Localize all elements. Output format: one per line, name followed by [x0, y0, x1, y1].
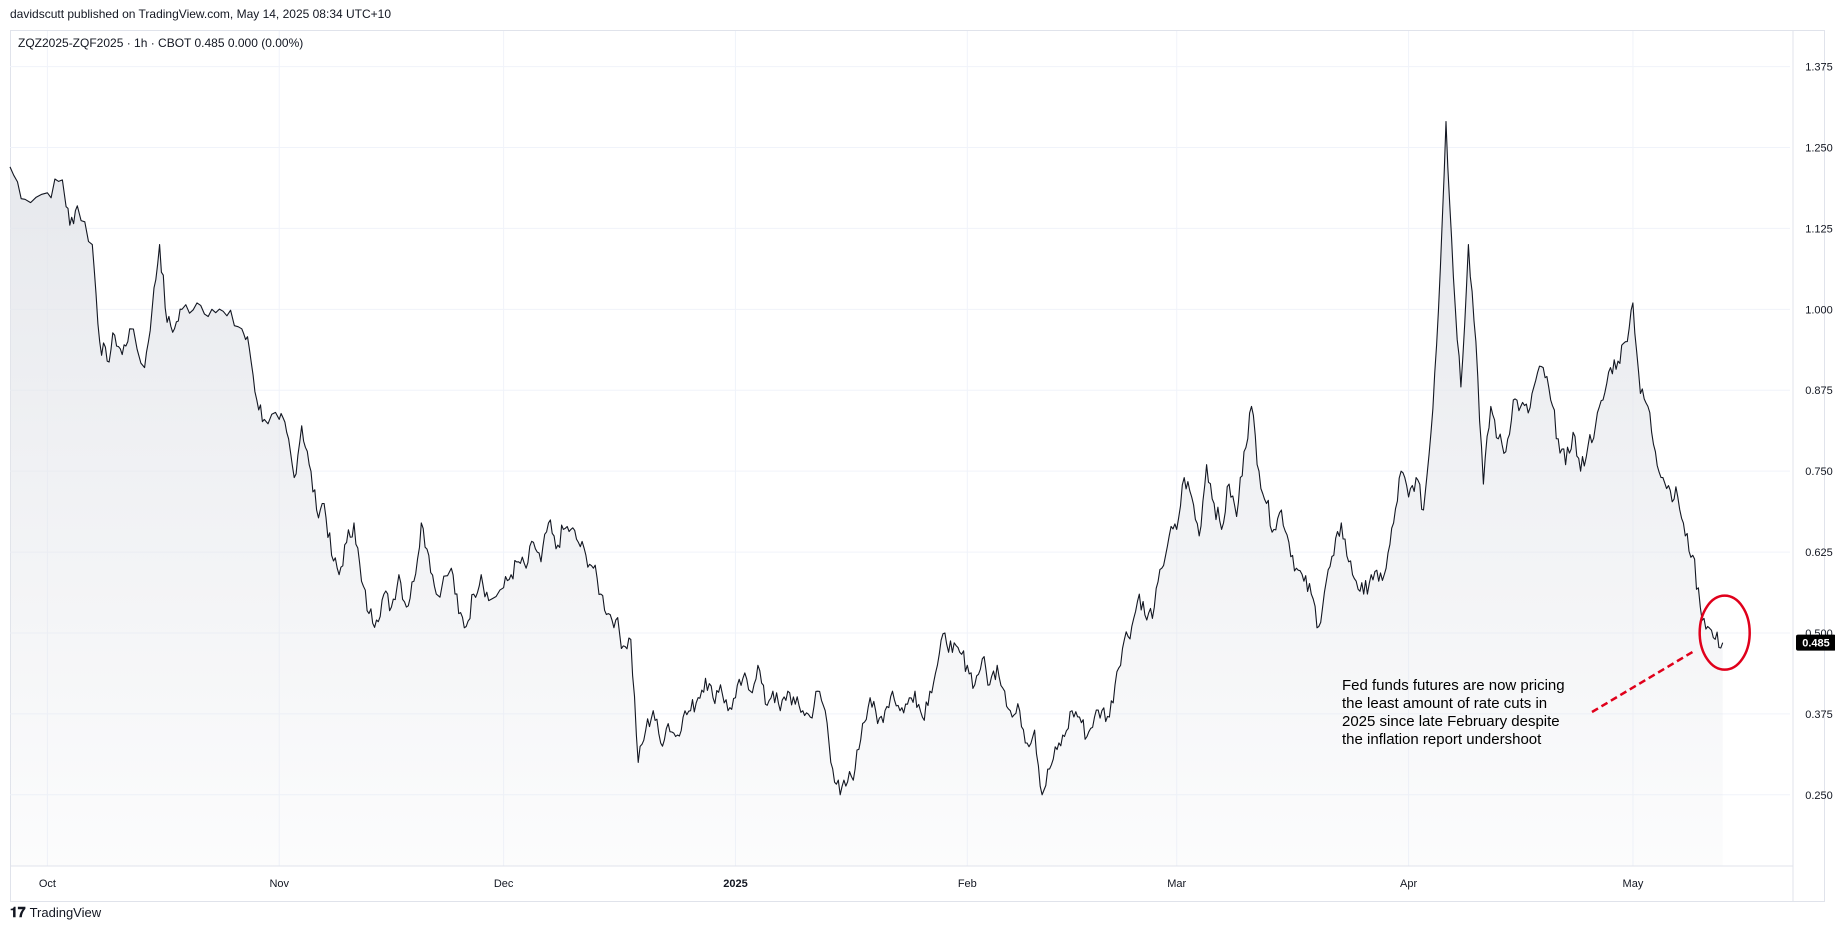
- y-tick-label: 1.125: [1805, 223, 1833, 235]
- annotation-text-line: 2025 since late February despite: [1342, 713, 1560, 730]
- x-tick-label: 2025: [723, 878, 747, 890]
- y-tick-label: 0.250: [1805, 790, 1833, 802]
- y-tick-label: 0.375: [1805, 709, 1833, 721]
- y-tick-label: 1.000: [1805, 304, 1833, 316]
- y-tick-label: 0.625: [1805, 547, 1833, 559]
- annotation-text-line: Fed funds futures are now pricing: [1342, 677, 1565, 694]
- x-tick-label: Oct: [39, 878, 56, 890]
- publish-byline: davidscutt published on TradingView.com,…: [10, 7, 392, 21]
- annotation-text-line: the least amount of rate cuts in: [1342, 695, 1547, 712]
- x-tick-label: Dec: [494, 878, 514, 890]
- tradingview-logo-icon: 𝟏𝟕: [10, 904, 26, 920]
- y-tick-label: 1.375: [1805, 62, 1833, 74]
- x-tick-label: May: [1623, 878, 1644, 890]
- y-tick-label: 0.875: [1805, 385, 1833, 397]
- annotation-circle: [1698, 594, 1751, 671]
- tradingview-brand: TradingView: [29, 905, 102, 920]
- x-tick-label: Mar: [1167, 878, 1186, 890]
- x-tick-label: Apr: [1400, 878, 1417, 890]
- last-price-badge: [1796, 634, 1835, 651]
- annotation-arrow: [1591, 649, 1696, 714]
- tradingview-footer[interactable]: 𝟏𝟕 TradingView: [10, 904, 101, 921]
- x-tick-label: Nov: [269, 878, 289, 890]
- annotation-text-line: the inflation report undershoot: [1342, 731, 1542, 748]
- series-line: [9, 121, 1724, 796]
- last-price-label: 0.485: [1802, 638, 1830, 650]
- symbol-legend: ZQZ2025-ZQF2025 · 1h · CBOT 0.485 0.000 …: [18, 36, 304, 50]
- y-tick-label: 0.750: [1805, 466, 1833, 478]
- y-tick-label: 1.250: [1805, 143, 1833, 155]
- x-tick-label: Feb: [958, 878, 977, 890]
- series-area: [10, 121, 1723, 867]
